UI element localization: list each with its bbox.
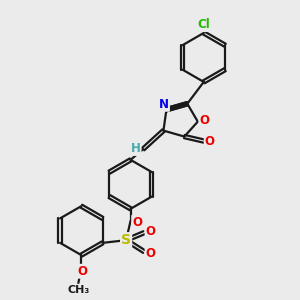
- Text: O: O: [205, 134, 215, 148]
- Text: H: H: [131, 142, 141, 155]
- Text: O: O: [146, 225, 156, 238]
- Text: S: S: [121, 233, 131, 247]
- Text: N: N: [159, 98, 169, 111]
- Text: O: O: [146, 247, 156, 260]
- Text: O: O: [77, 265, 87, 278]
- Text: O: O: [199, 114, 209, 127]
- Text: Cl: Cl: [197, 18, 210, 31]
- Text: O: O: [132, 216, 142, 229]
- Text: CH₃: CH₃: [67, 285, 89, 295]
